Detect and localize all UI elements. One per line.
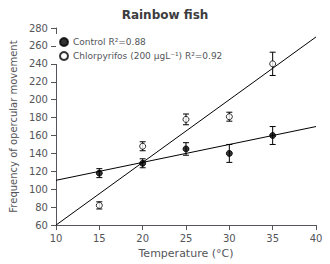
svg-text:220: 220 [29,76,48,87]
svg-text:40: 40 [310,233,323,244]
svg-text:120: 120 [29,166,48,177]
svg-text:35: 35 [266,233,279,244]
svg-text:280: 280 [29,23,48,34]
svg-text:Temperature (°C): Temperature (°C) [138,247,234,260]
svg-text:Control R²=0.88: Control R²=0.88 [73,37,146,47]
svg-text:Frequency of opercular movemen: Frequency of opercular movement [8,40,19,212]
svg-text:100: 100 [29,184,48,195]
svg-text:60: 60 [35,220,48,231]
svg-text:Chlorpyrifos (200 μgL⁻¹) R²=0.: Chlorpyrifos (200 μgL⁻¹) R²=0.92 [73,51,222,61]
svg-text:30: 30 [223,233,236,244]
svg-text:180: 180 [29,112,48,123]
svg-text:160: 160 [29,130,48,141]
svg-text:260: 260 [29,40,48,51]
svg-text:200: 200 [29,94,48,105]
svg-text:Rainbow fish: Rainbow fish [122,8,209,22]
svg-text:20: 20 [136,233,149,244]
svg-text:80: 80 [35,202,48,213]
svg-text:240: 240 [29,58,48,69]
svg-text:15: 15 [93,233,106,244]
svg-text:10: 10 [50,233,63,244]
svg-text:25: 25 [180,233,193,244]
svg-text:140: 140 [29,148,48,159]
